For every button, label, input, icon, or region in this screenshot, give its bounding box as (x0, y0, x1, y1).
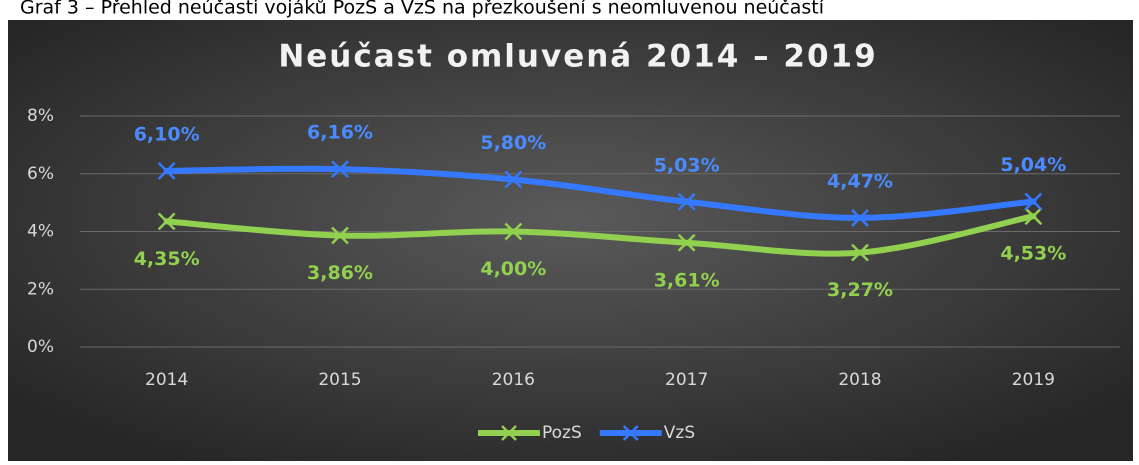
line (163, 165, 1037, 221)
chart-title: Neúčast omluvená 2014 – 2019 (278, 39, 877, 75)
legend-label: PozS (542, 423, 582, 443)
x-tick-label: 2014 (145, 370, 188, 390)
data-label: 5,80% (480, 132, 546, 154)
y-tick-label: 2% (27, 279, 54, 299)
data-label: 4,00% (480, 258, 546, 280)
marker (157, 212, 176, 231)
legend-marker (501, 425, 517, 441)
legend-marker (622, 425, 639, 441)
data-label: 3,61% (654, 269, 720, 291)
data-label: 4,35% (134, 248, 200, 270)
y-tick-label: 8% (27, 106, 54, 126)
data-label: 4,47% (827, 170, 893, 192)
x-tick-label: 2016 (492, 370, 535, 390)
y-tick-label: 4% (27, 222, 54, 242)
x-tick-label: 2018 (838, 370, 881, 390)
marker (504, 170, 523, 189)
marker (157, 161, 176, 180)
marker (331, 160, 349, 179)
data-label: 3,86% (307, 262, 373, 284)
chart-background (8, 20, 1133, 461)
caption: Graf 3 – Přehled neúčasti vojáků PozS a … (20, 0, 825, 19)
marker (677, 233, 696, 252)
marker (331, 226, 349, 245)
data-label: 3,27% (827, 279, 893, 301)
y-tick-label: 6% (27, 164, 54, 184)
data-label: 6,16% (307, 122, 373, 144)
data-label: 5,04% (1000, 154, 1066, 176)
line (163, 213, 1037, 257)
data-label: 6,10% (134, 123, 200, 145)
marker (504, 222, 523, 241)
y-tick-label: 0% (27, 337, 54, 357)
marker (677, 192, 696, 211)
data-label: 5,03% (654, 154, 720, 176)
x-tick-label: 2017 (665, 370, 708, 390)
marker (1024, 207, 1043, 226)
marker (1024, 192, 1043, 211)
legend-label: VzS (664, 423, 695, 443)
x-tick-label: 2015 (318, 370, 361, 390)
x-tick-label: 2019 (1012, 370, 1055, 390)
data-label: 4,53% (1000, 243, 1066, 265)
marker (851, 209, 869, 227)
marker (851, 243, 869, 262)
